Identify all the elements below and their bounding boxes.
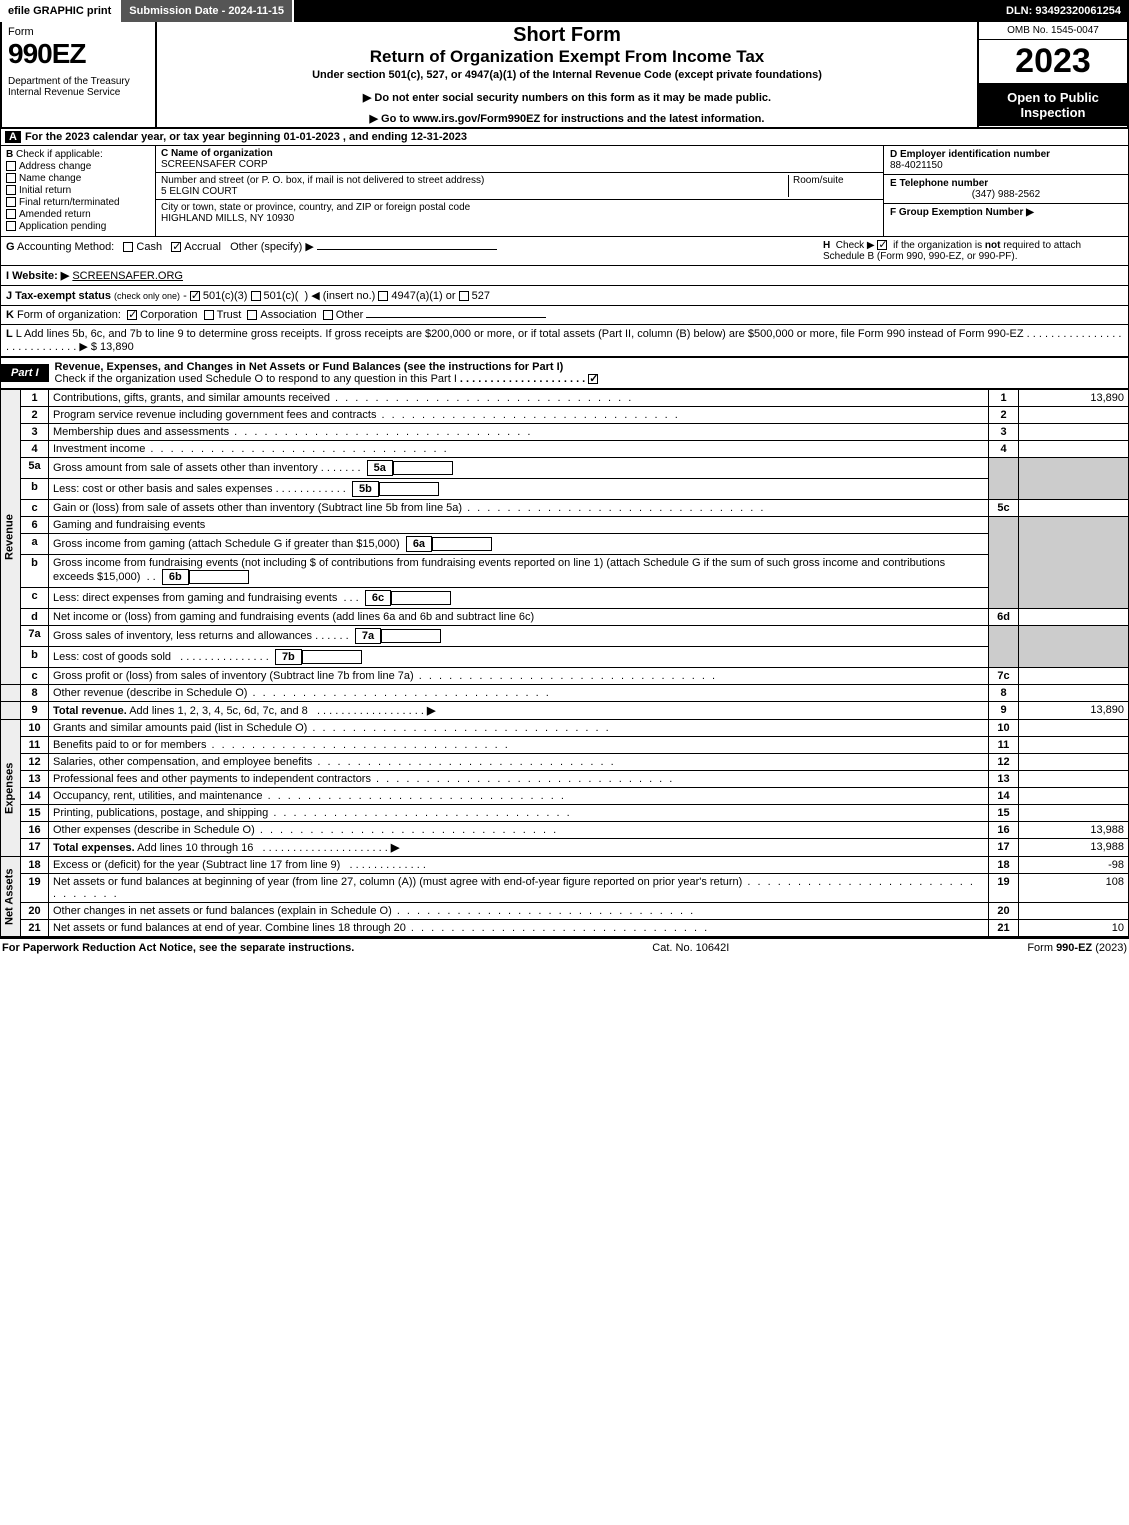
chk-name-change[interactable]: Name change bbox=[6, 173, 150, 184]
line-i: I Website: ▶ SCREENSAFER.ORG bbox=[0, 266, 1129, 286]
room-suite-label: Room/suite bbox=[788, 175, 878, 197]
chk-address-change[interactable]: Address change bbox=[6, 161, 150, 172]
line-h: H Check ▶ if the organization is not req… bbox=[823, 240, 1123, 262]
form-lines-table: Revenue 1Contributions, gifts, grants, a… bbox=[0, 389, 1129, 937]
section-b: B Check if applicable: Address change Na… bbox=[1, 146, 156, 236]
chk-initial-return[interactable]: Initial return bbox=[6, 185, 150, 196]
line-g-h: G Accounting Method: Cash Accrual Other … bbox=[0, 236, 1129, 266]
line-19-amt: 108 bbox=[1019, 874, 1129, 903]
group-exempt-label: F Group Exemption Number ▶ bbox=[890, 207, 1034, 218]
irs-link-note: ▶ Go to www.irs.gov/Form990EZ for instru… bbox=[163, 112, 971, 125]
line-16-amt: 13,988 bbox=[1019, 822, 1129, 839]
section-c: C Name of organizationSCREENSAFER CORP N… bbox=[156, 146, 883, 236]
line-j: J Tax-exempt status (check only one) - 5… bbox=[0, 286, 1129, 306]
header-left: Form 990EZ Department of the Treasury In… bbox=[2, 22, 157, 127]
form-header: Form 990EZ Department of the Treasury In… bbox=[0, 22, 1129, 129]
dept-label: Department of the Treasury Internal Reve… bbox=[8, 76, 149, 98]
tel-value: (347) 988-2562 bbox=[890, 189, 1122, 200]
street-address: 5 ELGIN COURT bbox=[161, 186, 238, 197]
omb-number: OMB No. 1545-0047 bbox=[979, 22, 1127, 40]
chk-amended[interactable]: Amended return bbox=[6, 209, 150, 220]
chk-pending[interactable]: Application pending bbox=[6, 221, 150, 232]
line-9-total: 13,890 bbox=[1019, 702, 1129, 720]
part-1-title: Revenue, Expenses, and Changes in Net As… bbox=[55, 361, 564, 373]
paperwork-notice: For Paperwork Reduction Act Notice, see … bbox=[2, 942, 354, 954]
ssn-warning: ▶ Do not enter social security numbers o… bbox=[163, 91, 971, 104]
form-ref: Form 990-EZ (2023) bbox=[1027, 942, 1127, 954]
title-subtitle: Under section 501(c), 527, or 4947(a)(1)… bbox=[163, 69, 971, 81]
tax-year: 2023 bbox=[979, 40, 1127, 84]
page-footer: For Paperwork Reduction Act Notice, see … bbox=[0, 937, 1129, 957]
line-k: K Form of organization: Corporation Trus… bbox=[0, 306, 1129, 325]
section-def: D Employer identification number88-40211… bbox=[883, 146, 1128, 236]
header-right: OMB No. 1545-0047 2023 Open to Public In… bbox=[977, 22, 1127, 127]
section-bcdef: B Check if applicable: Address change Na… bbox=[0, 146, 1129, 236]
catalog-number: Cat. No. 10642I bbox=[652, 942, 729, 954]
line-a: AFor the 2023 calendar year, or tax year… bbox=[0, 129, 1129, 146]
spacer bbox=[294, 0, 998, 22]
ein-value: 88-4021150 bbox=[890, 160, 943, 171]
line-17-total: 13,988 bbox=[1019, 839, 1129, 857]
submission-date: Submission Date - 2024-11-15 bbox=[121, 0, 294, 22]
line-l-value: ▶ $ 13,890 bbox=[79, 341, 133, 353]
chk-final-return[interactable]: Final return/terminated bbox=[6, 197, 150, 208]
net-assets-tab: Net Assets bbox=[1, 857, 21, 937]
city-state-zip: HIGHLAND MILLS, NY 10930 bbox=[161, 213, 294, 224]
check-applicable-label: Check if applicable: bbox=[16, 149, 103, 160]
part-1-check: Check if the organization used Schedule … bbox=[55, 373, 457, 385]
title-return: Return of Organization Exempt From Incom… bbox=[163, 47, 971, 67]
line-l: L L Add lines 5b, 6c, and 7b to line 9 t… bbox=[0, 325, 1129, 357]
line-21-amt: 10 bbox=[1019, 920, 1129, 937]
schedule-o-check[interactable] bbox=[588, 374, 598, 384]
part-1-label: Part I bbox=[1, 364, 49, 382]
expenses-tab: Expenses bbox=[1, 720, 21, 857]
form-label: Form bbox=[8, 26, 149, 38]
top-bar: efile GRAPHIC print Submission Date - 20… bbox=[0, 0, 1129, 22]
ein-label: D Employer identification number bbox=[890, 149, 1050, 160]
line-18-amt: -98 bbox=[1019, 857, 1129, 874]
form-number: 990EZ bbox=[8, 38, 149, 70]
header-mid: Short Form Return of Organization Exempt… bbox=[157, 22, 977, 127]
open-inspection: Open to Public Inspection bbox=[979, 84, 1127, 126]
line-1-amt: 13,890 bbox=[1019, 390, 1129, 407]
dln: DLN: 93492320061254 bbox=[998, 0, 1129, 22]
website-value[interactable]: SCREENSAFER.ORG bbox=[72, 270, 183, 282]
part-1-header: Part I Revenue, Expenses, and Changes in… bbox=[0, 357, 1129, 389]
tel-label: E Telephone number bbox=[890, 178, 988, 189]
efile-print[interactable]: efile GRAPHIC print bbox=[0, 0, 121, 22]
org-name: SCREENSAFER CORP bbox=[161, 159, 268, 170]
title-short-form: Short Form bbox=[163, 24, 971, 47]
revenue-tab: Revenue bbox=[1, 390, 21, 685]
